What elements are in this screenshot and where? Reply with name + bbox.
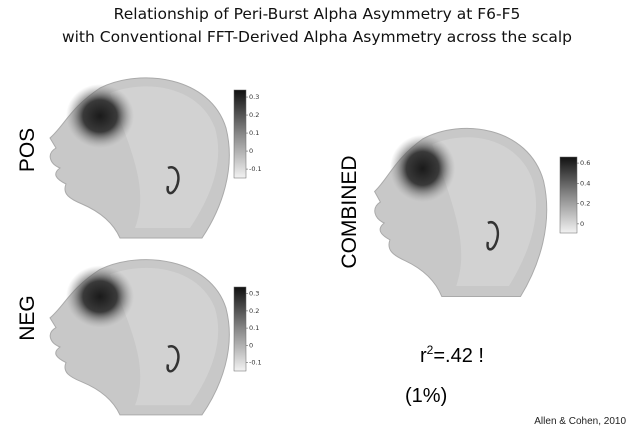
colorbar — [559, 156, 578, 234]
colorbar-tick-label: 0 — [580, 220, 584, 228]
colorbar-tick-label: -0.1 — [249, 358, 262, 366]
colorbar-tick-label: 0.1 — [249, 129, 259, 137]
panel-label: NEG — [16, 295, 39, 341]
head-image — [48, 258, 231, 417]
citation: Allen & Cohen, 2010 — [534, 416, 626, 427]
colorbar-tick-label: 0.3 — [249, 93, 259, 101]
colorbar-tick-label: 0.1 — [249, 324, 259, 332]
colorbar-tick-label: 0 — [249, 147, 253, 155]
colorbar-tick-label: 0.3 — [249, 290, 259, 298]
colorbar-tick-label: 0.2 — [249, 307, 259, 315]
title-line: Relationship of Peri-Burst Alpha Asymmet… — [114, 5, 521, 23]
colorbar-tick-label: 0.2 — [249, 111, 259, 119]
panel-label: COMBINED — [338, 155, 361, 268]
r-value: =.42 ! — [433, 345, 484, 367]
head-image — [373, 127, 549, 298]
panel-label: POS — [16, 128, 39, 172]
percent: (1%) — [405, 385, 447, 407]
colorbar-tick-label: -0.1 — [249, 165, 262, 173]
r-base: r — [420, 345, 427, 367]
colorbar-tick-label: 0.4 — [580, 179, 590, 187]
colorbar-tick-label: 0.2 — [580, 200, 590, 208]
head-image — [48, 76, 231, 240]
colorbar-tick-label: 0 — [249, 341, 253, 349]
colorbar — [233, 286, 247, 372]
colorbars: 0.3 0.2 0.1 0 -0.1 0.3 0.2 0.1 0 -0.1 0.6 0.4 0.2 0 — [233, 89, 590, 372]
colorbar — [233, 89, 247, 179]
r-sup: 2 — [427, 343, 434, 357]
title-line: with Conventional FFT-Derived Alpha Asym… — [62, 28, 572, 46]
colorbar-tick-label: 0.6 — [580, 159, 590, 167]
r-squared: r2=.42 ! — [420, 343, 484, 367]
